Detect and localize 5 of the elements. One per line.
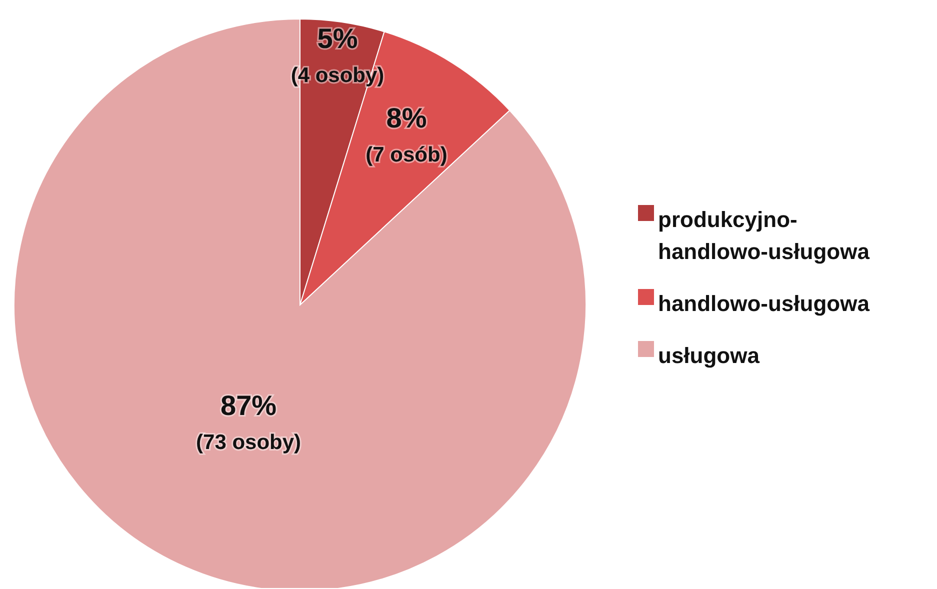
legend-label: usługowa [658,342,760,370]
data-label: 87% (73 osoby) [196,390,302,454]
data-label: 8% (7 osób) [366,102,448,166]
legend-label: handlowo-usługowa [658,290,870,318]
legend-label: produkcyjno-handlowo-usługowa [658,206,871,266]
